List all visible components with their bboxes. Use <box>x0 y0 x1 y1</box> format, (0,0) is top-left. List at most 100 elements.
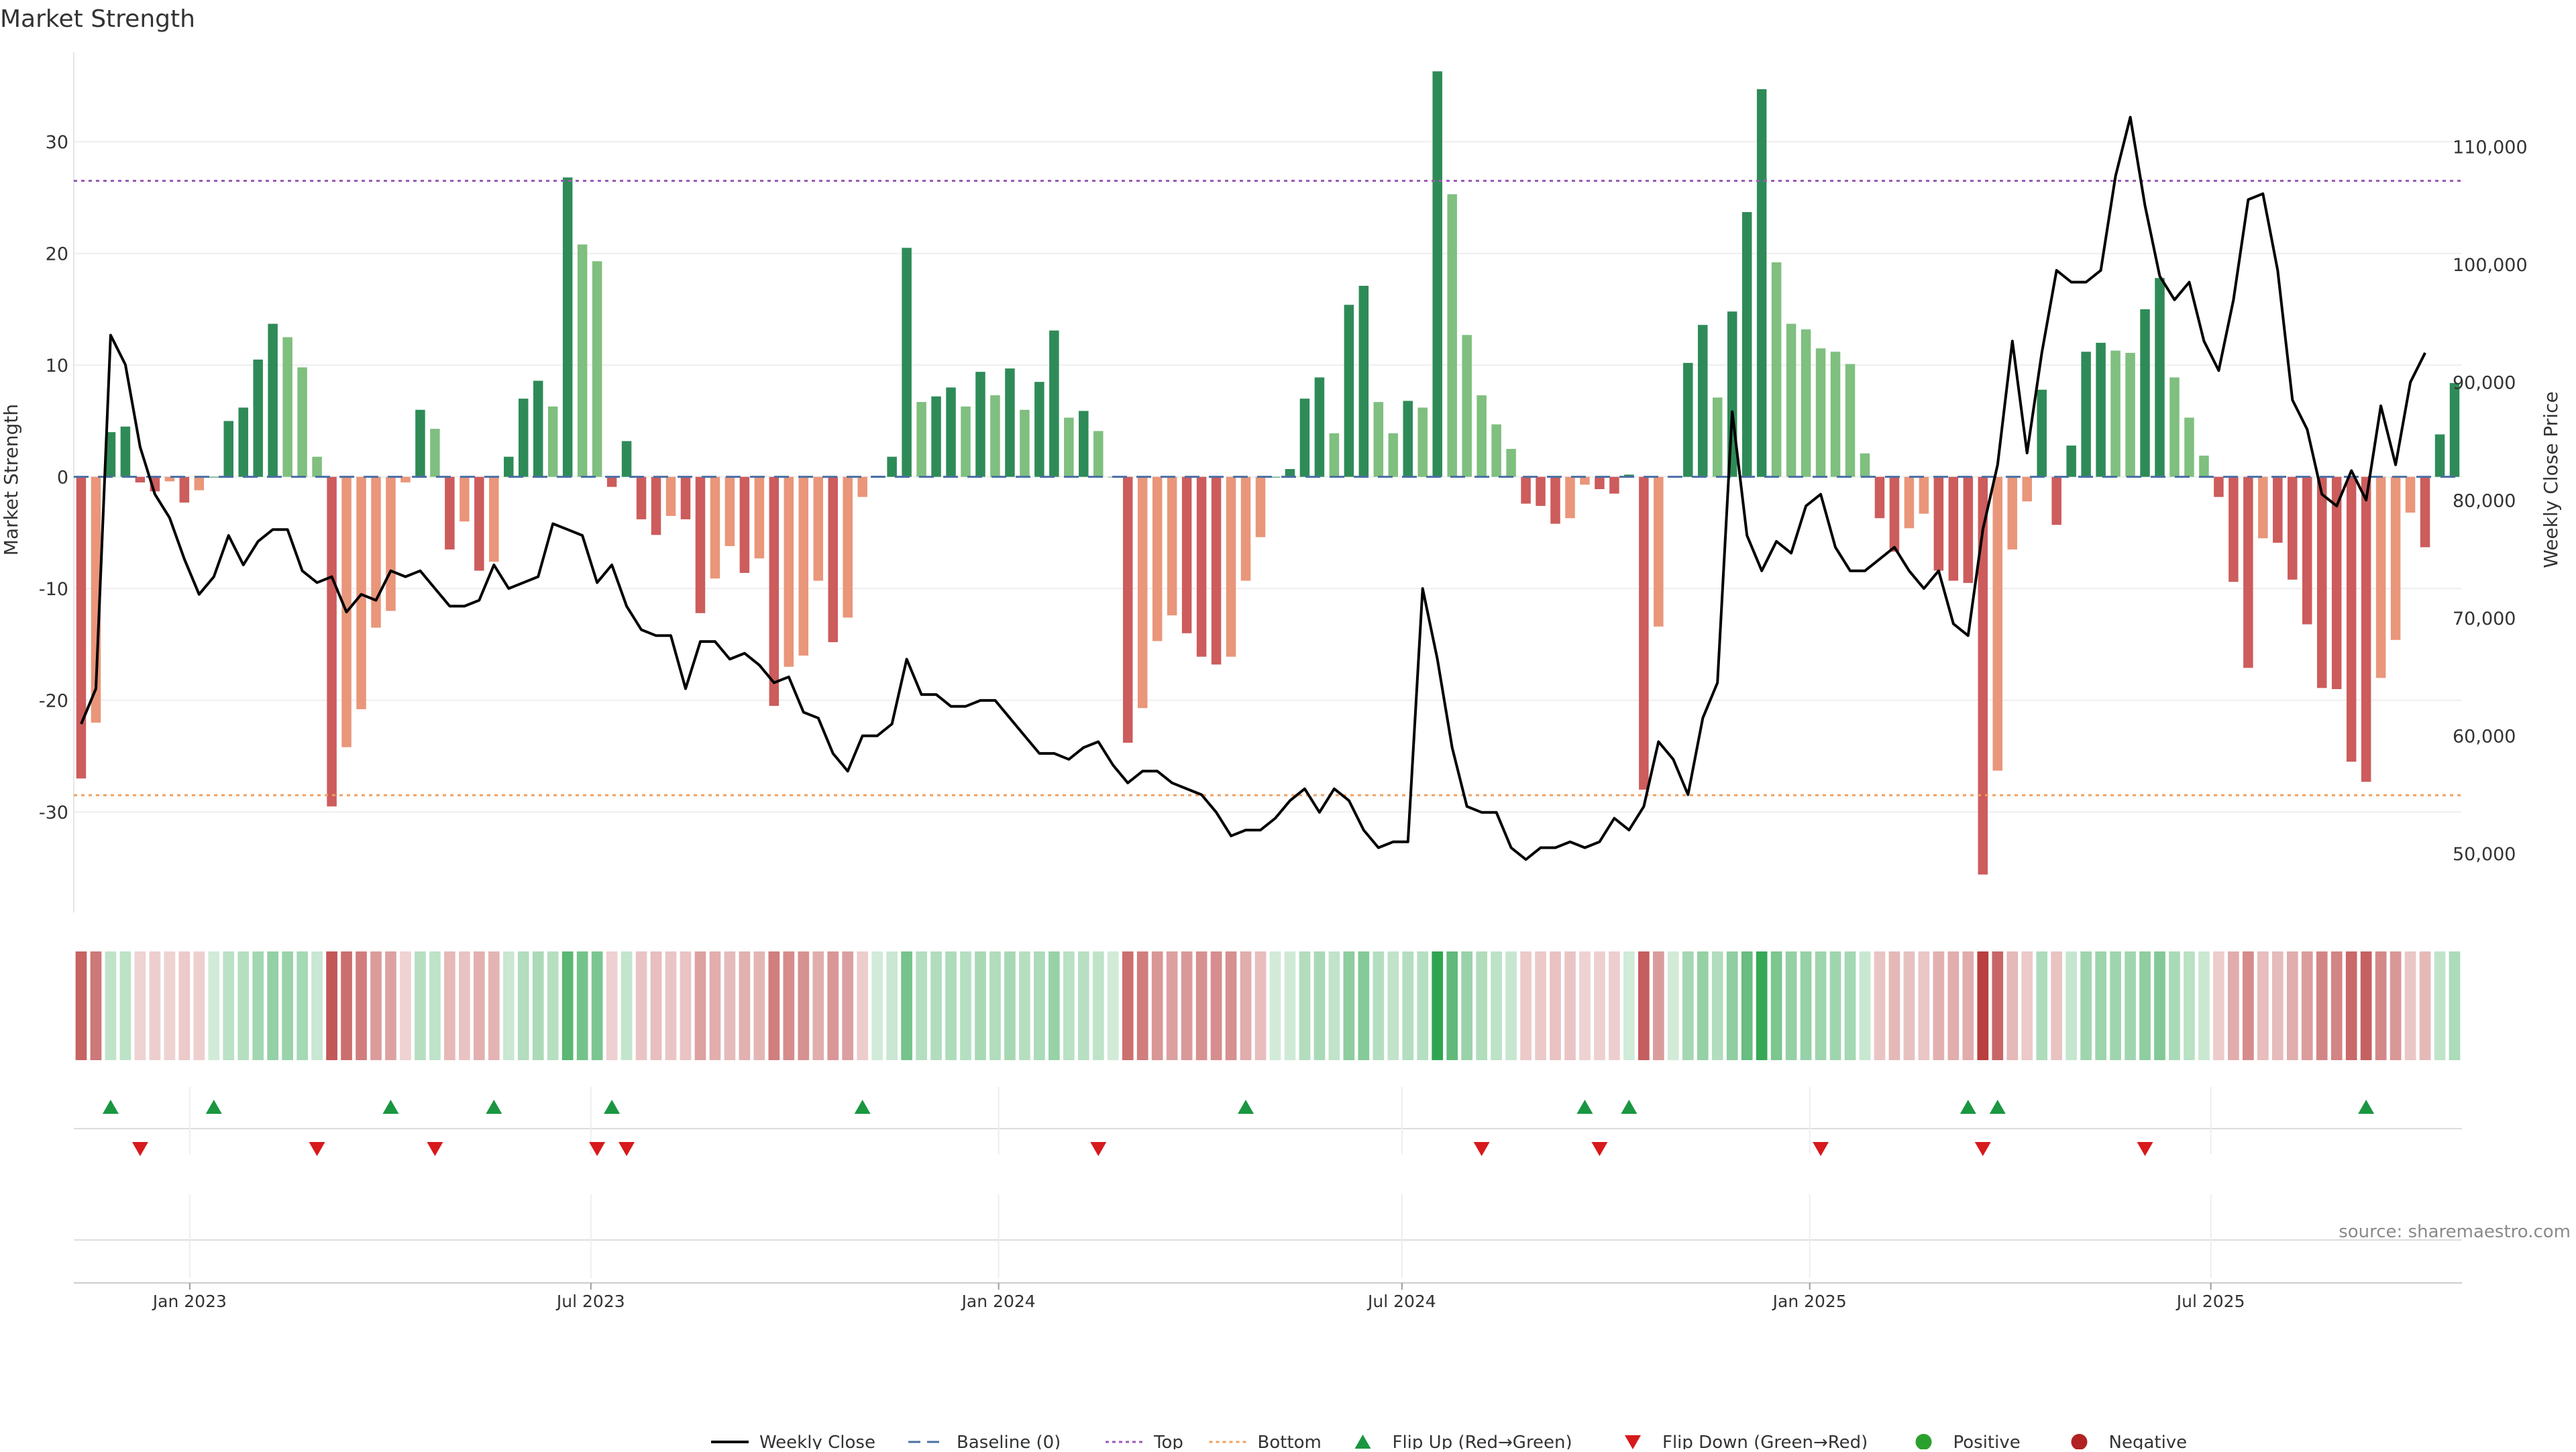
heatmap-cell <box>1373 951 1385 1060</box>
strength-bar <box>371 476 381 628</box>
strength-bar <box>946 387 956 477</box>
heatmap-cell <box>1770 951 1782 1060</box>
strength-bar <box>1226 476 1236 657</box>
heatmap-cell <box>621 951 633 1060</box>
strength-bar <box>2007 476 2018 550</box>
strength-heatmap <box>75 951 2461 1060</box>
price-line-layer <box>80 115 2426 861</box>
heatmap-cell <box>2110 951 2121 1060</box>
y2-axis-label: Weekly Close Price <box>2540 391 2562 568</box>
heatmap-cell <box>297 951 308 1060</box>
strength-bar <box>474 476 484 571</box>
strength-bar <box>606 476 617 487</box>
flip-down-marker <box>589 1142 606 1156</box>
heatmap-cell <box>164 951 176 1060</box>
heatmap-cell <box>1299 951 1311 1060</box>
heatmap-cell <box>842 951 854 1060</box>
heatmap-cell <box>1269 951 1281 1060</box>
strength-bar <box>120 426 131 477</box>
strength-bar <box>592 261 602 477</box>
heatmap-cell <box>2345 951 2357 1060</box>
strength-bar <box>1624 474 1634 477</box>
heatmap-cell <box>1107 951 1119 1060</box>
heatmap-cell <box>709 951 721 1060</box>
heatmap-cell <box>680 951 692 1060</box>
strength-bar <box>1874 476 1885 519</box>
heatmap-cell <box>2419 951 2431 1060</box>
strength-bar <box>504 456 514 477</box>
heatmap-cell <box>561 951 574 1060</box>
heatmap-cell <box>1284 951 1296 1060</box>
strength-bar <box>268 323 278 477</box>
strength-bar <box>1137 476 1148 709</box>
heatmap-cell <box>488 951 500 1060</box>
source-label: source: sharemaestro.com <box>2339 1222 2571 1242</box>
x-tick-label: Jan 2024 <box>961 1292 1036 1311</box>
heatmap-cell <box>1313 951 1326 1060</box>
strength-bar <box>931 396 941 477</box>
flip-down-marker <box>2137 1142 2153 1156</box>
y-tick-label: 20 <box>46 244 68 265</box>
heatmap-cell <box>208 951 220 1060</box>
heatmap-cell <box>1579 951 1591 1060</box>
heatmap-cell <box>930 951 942 1060</box>
strength-bar <box>489 476 499 562</box>
strength-bar <box>430 429 440 477</box>
heatmap-cell <box>2080 951 2092 1060</box>
heatmap-cell <box>532 951 544 1060</box>
heatmap-cell <box>1034 951 1045 1060</box>
heatmap-cell <box>1652 951 1664 1060</box>
strength-bar <box>1417 407 1428 477</box>
heatmap-cell <box>1432 951 1444 1060</box>
strength-bar <box>1595 476 1605 489</box>
flip-up-marker <box>486 1100 502 1114</box>
strength-bar <box>1521 476 1531 504</box>
heatmap-cell <box>945 951 957 1060</box>
strength-bar <box>562 177 573 477</box>
strength-bar <box>2331 476 2342 690</box>
flip-markers <box>74 1087 2462 1278</box>
heatmap-cell <box>2006 951 2019 1060</box>
strength-bar <box>1963 476 1974 583</box>
strength-bar <box>1285 469 1295 477</box>
heatmap-cell <box>252 951 264 1060</box>
heatmap-cell <box>1328 951 1340 1060</box>
heatmap-cell <box>458 951 470 1060</box>
strength-bar <box>902 248 912 477</box>
heatmap-cell <box>635 951 647 1060</box>
heatmap-cell <box>2139 951 2151 1060</box>
heatmap-cell <box>1505 951 1517 1060</box>
strength-bar <box>297 367 307 477</box>
strength-bar <box>2199 456 2209 477</box>
heatmap-cell <box>119 951 131 1060</box>
heatmap-cell <box>1049 951 1060 1060</box>
heatmap-cell <box>2095 951 2106 1060</box>
strength-bar <box>2110 350 2121 477</box>
flip-up-marker <box>1621 1100 1638 1114</box>
strength-bar <box>400 476 411 482</box>
heatmap-cell <box>282 951 293 1060</box>
strength-bar <box>1240 476 1251 581</box>
strength-bar <box>415 409 425 477</box>
x-tick-label: Jan 2025 <box>1772 1292 1847 1311</box>
heatmap-cell <box>1623 951 1635 1060</box>
y-axis-ticks: -30 -20 -10 0 10 20 30 <box>39 132 68 823</box>
strength-bar <box>1815 348 1826 477</box>
strength-bar <box>2184 417 2194 477</box>
strength-bar <box>695 476 706 613</box>
strength-bar <box>754 476 765 559</box>
strength-bar <box>1860 453 1870 477</box>
strength-bar <box>710 476 720 579</box>
heatmap-cell <box>444 951 455 1060</box>
heatmap-cell <box>2434 951 2446 1060</box>
strength-bar <box>238 407 248 477</box>
strength-bar <box>990 395 1000 477</box>
strength-bar <box>1845 364 1856 477</box>
heatmap-cell <box>341 951 352 1060</box>
heatmap-cell <box>1756 951 1768 1060</box>
strength-bar <box>680 476 691 519</box>
heatmap-cell <box>473 951 485 1060</box>
y2-tick-label: 50,000 <box>2453 844 2516 865</box>
strength-bar <box>2066 446 2076 477</box>
heatmap-cell <box>960 951 971 1060</box>
